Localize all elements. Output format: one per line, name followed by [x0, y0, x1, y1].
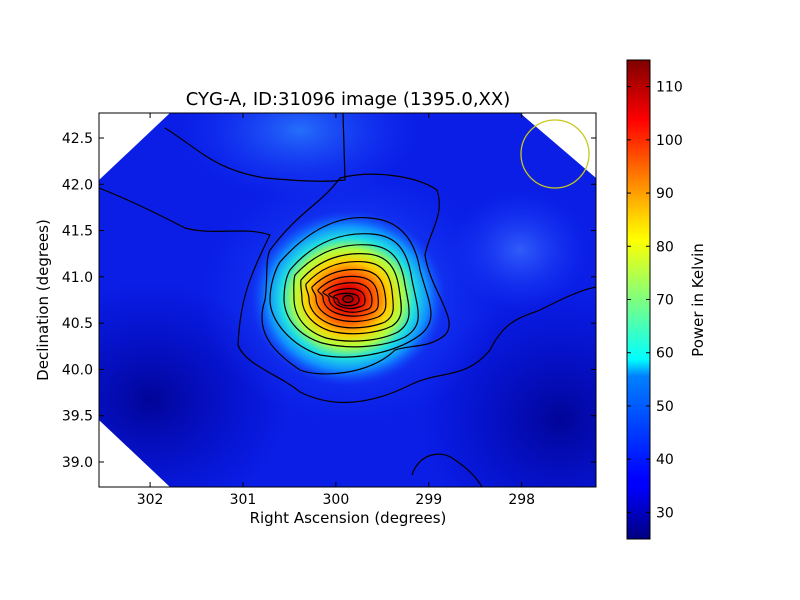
colorbar-tick-label: 50	[656, 399, 674, 415]
chart-title: CYG-A, ID:31096 image (1395.0,XX)	[186, 89, 510, 110]
colorbar-tick-label: 40	[656, 452, 674, 468]
y-tick-label: 41.5	[62, 224, 93, 240]
y-tick-label: 41.0	[62, 270, 93, 286]
colorbar-tick-label: 60	[656, 346, 674, 362]
x-tick-label: 302	[137, 492, 164, 508]
x-tick-label: 300	[323, 492, 350, 508]
x-tick-label: 299	[415, 492, 442, 508]
x-axis-ticks: 302 301 300 299 298	[137, 113, 535, 508]
y-tick-label: 42.0	[62, 177, 93, 193]
y-tick-label: 39.0	[62, 455, 93, 471]
plot-frame	[98, 112, 597, 488]
colorbar-tick-label: 90	[656, 186, 674, 202]
beam-circle	[520, 119, 590, 189]
colorbar-tick-label: 30	[656, 505, 674, 521]
heatmap-image	[99, 113, 596, 487]
y-tick-label: 40.5	[62, 316, 93, 332]
colorbar-tick-label: 70	[656, 293, 674, 309]
y-tick-label: 40.0	[62, 362, 93, 378]
y-axis-ticks: 39.0 39.5 40.0 40.5 41.0 41.5 42.0 42.5	[62, 131, 596, 471]
contour-lines	[99, 113, 596, 487]
y-tick-label: 42.5	[62, 131, 93, 147]
x-tick-label: 298	[508, 492, 535, 508]
colorbar: 30 40 50 60 70 80 90 100 110 Power in Kelvin	[626, 59, 707, 540]
x-axis-label: Right Ascension (degrees)	[250, 509, 447, 527]
y-tick-label: 39.5	[62, 409, 93, 425]
colorbar-ticks: 30 40 50 60 70 80 90 100 110	[627, 80, 683, 521]
x-tick-label: 301	[230, 492, 257, 508]
y-axis-label: Declination (degrees)	[34, 219, 52, 381]
colorbar-tick-label: 100	[656, 133, 683, 149]
colorbar-label: Power in Kelvin	[689, 243, 707, 357]
plot-area: 302 301 300 299 298 39.0 39.5 40.0 40.5 41.0 41.5…	[34, 89, 597, 527]
colorbar-tick-label: 110	[656, 80, 683, 96]
colorbar-tick-label: 80	[656, 239, 674, 255]
